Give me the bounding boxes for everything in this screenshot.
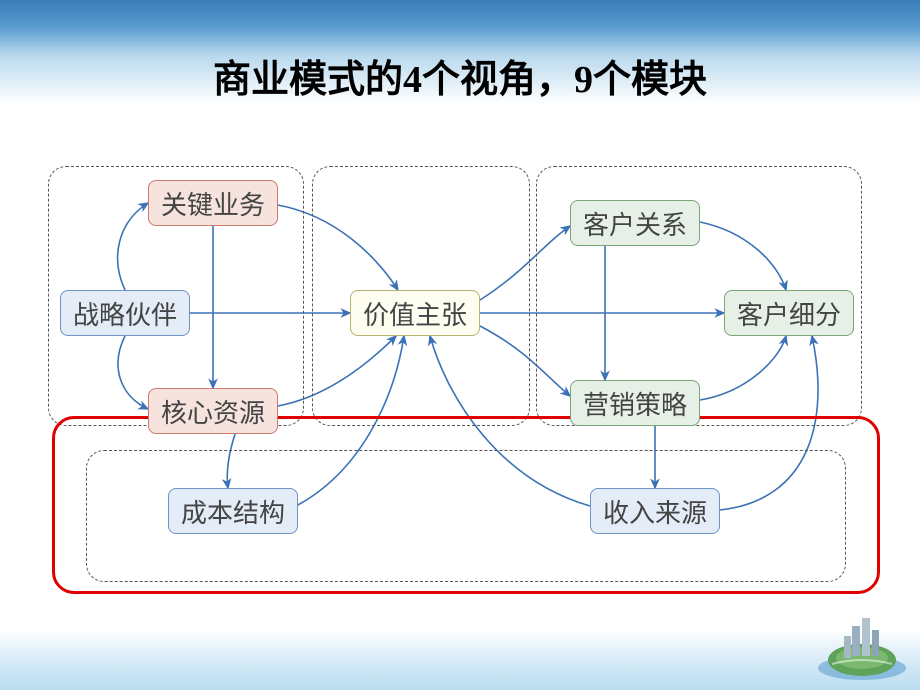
node-marketing-strategy: 营销策略: [570, 380, 700, 426]
node-key-activities: 关键业务: [148, 180, 278, 226]
node-label-cost-structure: 成本结构: [181, 493, 285, 530]
globe-icon: [812, 588, 912, 688]
node-label-key-activities: 关键业务: [161, 185, 265, 222]
node-label-customer-segment: 客户细分: [737, 295, 841, 332]
node-label-core-resources: 核心资源: [161, 393, 265, 430]
node-label-marketing-strategy: 营销策略: [583, 385, 687, 422]
diagram-canvas: 关键业务战略伙伴核心资源 价值主张 客户关系营销策略 客户细分成本结构 收入来源: [0, 0, 920, 690]
node-value-proposition: 价值主张: [350, 290, 480, 336]
node-label-customer-relation: 客户关系: [583, 205, 687, 242]
node-strategic-partners: 战略伙伴: [60, 290, 190, 336]
node-label-strategic-partners: 战略伙伴: [73, 295, 177, 332]
node-revenue-stream: 收入来源: [590, 488, 720, 534]
node-customer-relation: 客户关系: [570, 200, 700, 246]
node-label-revenue-stream: 收入来源: [603, 493, 707, 530]
node-customer-segment: 客户细分: [724, 290, 854, 336]
node-core-resources: 核心资源: [148, 388, 278, 434]
node-cost-structure: 成本结构: [168, 488, 298, 534]
node-label-value-proposition: 价值主张: [363, 295, 467, 332]
